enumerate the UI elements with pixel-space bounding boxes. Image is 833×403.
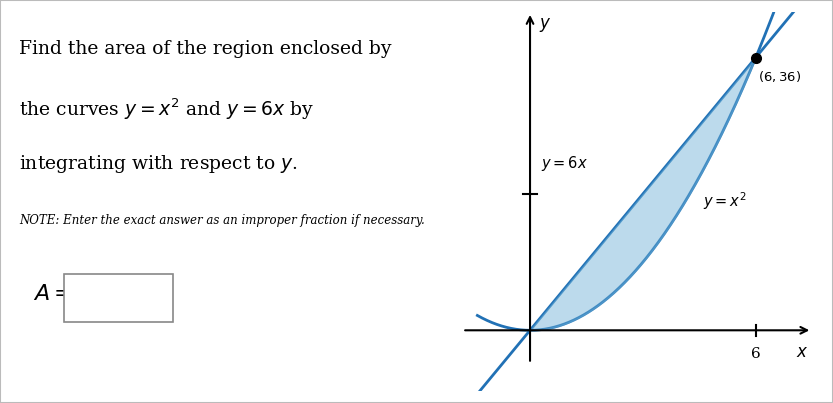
Text: $y = x^2$: $y = x^2$: [703, 191, 747, 212]
Text: $y = 6x$: $y = 6x$: [541, 154, 588, 173]
FancyBboxPatch shape: [64, 274, 173, 322]
Text: $y$: $y$: [540, 16, 552, 34]
Text: $(6, 36)$: $(6, 36)$: [758, 69, 801, 84]
Text: 6: 6: [751, 347, 761, 361]
Text: $x$: $x$: [796, 344, 808, 361]
Text: Find the area of the region enclosed by: Find the area of the region enclosed by: [19, 40, 392, 58]
Text: NOTE: Enter the exact answer as an improper fraction if necessary.: NOTE: Enter the exact answer as an impro…: [19, 214, 425, 226]
Text: integrating with respect to $y$.: integrating with respect to $y$.: [19, 153, 298, 175]
Text: the curves $y = x^2$ and $y = 6x$ by: the curves $y = x^2$ and $y = 6x$ by: [19, 97, 314, 122]
Text: $A =$: $A =$: [33, 283, 72, 305]
